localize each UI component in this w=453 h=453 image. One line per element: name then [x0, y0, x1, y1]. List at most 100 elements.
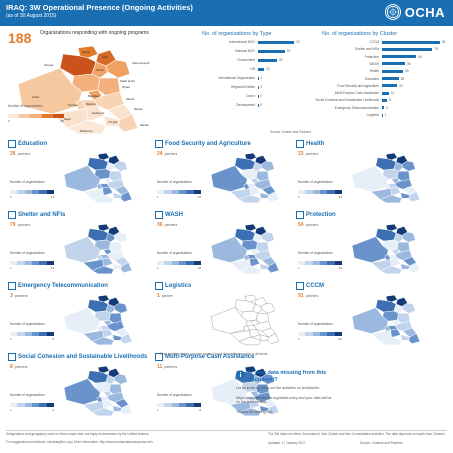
map-region [97, 223, 110, 232]
overview-legend-label: Number of organizations [8, 104, 43, 108]
missing-data-p1: Let us know by filling out the activitie… [236, 386, 320, 390]
footer-divider [6, 430, 447, 431]
missing-data-box: Is your data missing from this document?… [236, 370, 336, 424]
legend-max: 15 [197, 195, 201, 199]
legend-min: 1 [10, 266, 12, 270]
partners-count: 24 [157, 151, 163, 157]
legend-min: 1 [10, 408, 12, 412]
cluster-name: Logistics [165, 283, 192, 289]
cluster-panel-social-cohesion-and-sustainable-livelihoods: Social Cohesion and Sustainable Liveliho… [8, 353, 148, 421]
map-region [210, 378, 248, 405]
cluster-name: Food Security and Agriculture [165, 141, 251, 147]
map-region [385, 294, 398, 303]
cluster-title: Education [8, 140, 148, 148]
by-type-value: 1 [260, 85, 263, 89]
cluster-legend-ticks: 1 18 [157, 266, 201, 270]
map-label-salah-al-din: Salah al-Din [120, 79, 136, 83]
map-region [267, 404, 280, 415]
map-region [390, 186, 402, 196]
by-type-label: Regional Entities [231, 85, 255, 89]
map-region [105, 161, 116, 172]
map-region [252, 161, 263, 172]
overview-map: Dahuk Erbil Ninewa Sulaymaniyah Kirkuk S… [17, 45, 150, 135]
map-region-anbar [17, 67, 83, 115]
cluster-legend-label: Number of organisations [157, 180, 192, 184]
by-type-bar [258, 76, 259, 80]
map-label-dahuk: Dahuk [82, 50, 91, 54]
by-cluster-bar [382, 62, 405, 66]
header-bar: IRAQ: 3W Operational Presence (Ongoing A… [0, 0, 453, 26]
cluster-legend-bar [157, 403, 201, 407]
map-region [379, 194, 403, 204]
map-label-wassit: Wassit [126, 97, 135, 101]
partners-count: 33 [298, 151, 304, 157]
map-label-kerbala: Kerbala [68, 103, 78, 107]
cluster-partners: 8 partners [10, 364, 28, 370]
legend-max: 4 [52, 408, 54, 412]
map-region [105, 232, 116, 243]
cluster-legend-ticks: 1 14 [10, 195, 54, 199]
map-label-sulaymaniyah: Sulaymaniyah [132, 61, 150, 65]
by-cluster-value: 79 [434, 47, 438, 52]
by-type-value: 13 [266, 67, 270, 71]
cluster-name: Emergency Telecommunication [18, 283, 108, 289]
by-type-value: 76 [296, 40, 300, 44]
by-cluster-value: 33 [405, 69, 409, 74]
map-region [210, 307, 248, 334]
cluster-map [210, 223, 280, 275]
by-cluster-value: 1 [384, 113, 387, 117]
cluster-title: CCCM [296, 282, 436, 290]
partners-label: partners [164, 152, 178, 156]
map-region [379, 265, 403, 275]
map-region [393, 303, 404, 314]
total-organizations-count: 188 [8, 30, 32, 46]
cluster-panel-logistics: Logistics 1 partner [155, 282, 295, 350]
by-type-value: 40 [278, 58, 283, 62]
cluster-map [63, 294, 133, 346]
map-region [249, 328, 261, 338]
map-region [120, 333, 133, 344]
cluster-panel-food-security-and-agriculture: Food Security and Agriculture 24 partners N… [155, 140, 295, 208]
map-label-qadissiya: Qadissiya [92, 111, 105, 115]
cluster-panel-health: Health 33 partners Number of organisations 1… [296, 140, 436, 208]
map-region [249, 257, 261, 267]
map-region [210, 236, 248, 263]
map-label-basrah: Basrah [140, 123, 149, 127]
map-region [267, 191, 280, 202]
cluster-legend-label: Number of organisations [10, 180, 45, 184]
by-cluster-bar [382, 40, 440, 44]
map-region [393, 161, 404, 172]
cluster-legend-label: Number of organisations [10, 322, 45, 326]
partners-count: 1 [157, 293, 160, 299]
missing-data-thanks: Thanks for helping out! [236, 410, 273, 414]
legend-min: 1 [10, 195, 12, 199]
by-cluster-label: Emergency Telecommunication [334, 105, 379, 110]
map-region [351, 307, 389, 334]
by-cluster-label: Protection [364, 54, 379, 59]
cluster-legend-bar [298, 190, 342, 194]
footer-contact[interactable]: For suggestions/corrections: ochairaq@un… [6, 440, 153, 444]
cluster-title: Health [296, 140, 436, 148]
map-region [63, 378, 101, 405]
overview-legend-min: 0 [8, 119, 10, 123]
cluster-panel-shelter-and-nfis: Shelter and NFIs 79 partners Number of orga… [8, 211, 148, 279]
cluster-icon [8, 353, 16, 361]
by-cluster-label: Health [369, 69, 379, 74]
map-region [105, 374, 116, 385]
by-type-value: 1 [260, 76, 263, 80]
by-cluster-value: 26 [400, 76, 405, 81]
cluster-map [63, 365, 133, 417]
chart-source-note: Source: Cluster and Partners [270, 130, 312, 134]
cluster-panel-emergency-telecommunication: Emergency Telecommunication 3 partners Numb… [8, 282, 148, 350]
map-region-ninewa [59, 53, 97, 77]
missing-data-link[interactable]: https://www.activityinfo.org/#data-entry… [236, 396, 332, 405]
cluster-partners: 36 partners [157, 222, 177, 228]
cluster-name: Protection [306, 212, 336, 218]
info-icon [236, 370, 245, 379]
cluster-name: CCCM [306, 283, 324, 289]
partners-label: partners [14, 365, 28, 369]
by-cluster-title: No. of organisations by Cluster [322, 31, 398, 37]
map-region [408, 191, 421, 202]
